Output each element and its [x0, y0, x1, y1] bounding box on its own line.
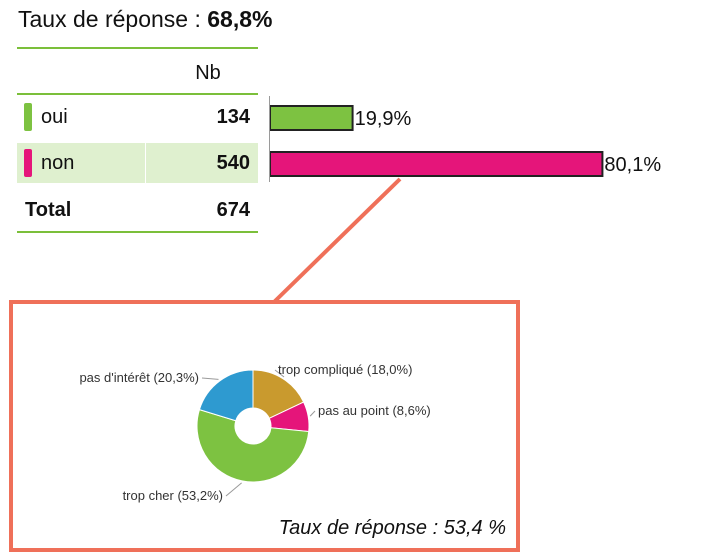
response-rate-value: 68,8% [207, 6, 273, 32]
bar-chart: 19,9% 80,1% [262, 96, 702, 192]
row-value-non: 540 [216, 152, 250, 174]
bar-axis-line [269, 96, 270, 182]
connector-line [270, 177, 402, 306]
response-rate-label: Taux de réponse : [18, 6, 208, 32]
table-row-oui: oui 134 [17, 97, 258, 137]
donut-leader-line-1 [309, 410, 316, 417]
donut-slice-3 [198, 369, 254, 422]
bar-chart-svg: 19,9% 80,1% [269, 105, 661, 177]
donut-leader-line-2 [225, 482, 242, 497]
bar-value-label-oui: 19,9% [355, 108, 412, 130]
donut-label-3: pas d'intérêt (20,3%) [79, 370, 199, 385]
bar-non [269, 151, 604, 177]
cell-divider [145, 97, 146, 137]
row-value-oui: 134 [216, 106, 250, 128]
donut-leader-line-3 [201, 377, 219, 380]
table-bottom-rule [17, 231, 258, 233]
response-rate-title: Taux de réponse : 68,8% [18, 6, 272, 33]
donut-slice-2 [196, 409, 310, 483]
table-row-non: non 540 [17, 143, 258, 183]
color-swatch-oui [24, 103, 32, 131]
row-label-non: non [41, 152, 75, 174]
donut-label-1: pas au point (8,6%) [318, 403, 431, 418]
donut-leader-line-0 [274, 369, 285, 378]
breakdown-callout-box: trop compliqué (18,0%) pas au point (8,6%… [9, 300, 520, 552]
table-top-rule [17, 47, 258, 49]
donut-chart-svg: trop compliqué (18,0%) pas au point (8,6%… [79, 362, 431, 503]
color-swatch-non [24, 149, 32, 177]
donut-label-2: trop cher (53,2%) [123, 488, 223, 503]
donut-slice-0 [252, 369, 305, 419]
bar-value-label-non: 80,1% [604, 154, 661, 176]
row-label-oui: oui [41, 106, 68, 128]
donut-label-0: trop compliqué (18,0%) [278, 362, 412, 377]
total-label: Total [25, 199, 72, 221]
cell-divider [145, 143, 146, 183]
table-row-total: Total 674 [17, 190, 258, 230]
table-header-rule [17, 93, 258, 95]
column-header-nb: Nb [195, 62, 221, 84]
bar-oui [269, 105, 354, 131]
total-value: 674 [216, 199, 250, 221]
callout-response-rate: Taux de réponse : 53,4 % [278, 517, 506, 539]
